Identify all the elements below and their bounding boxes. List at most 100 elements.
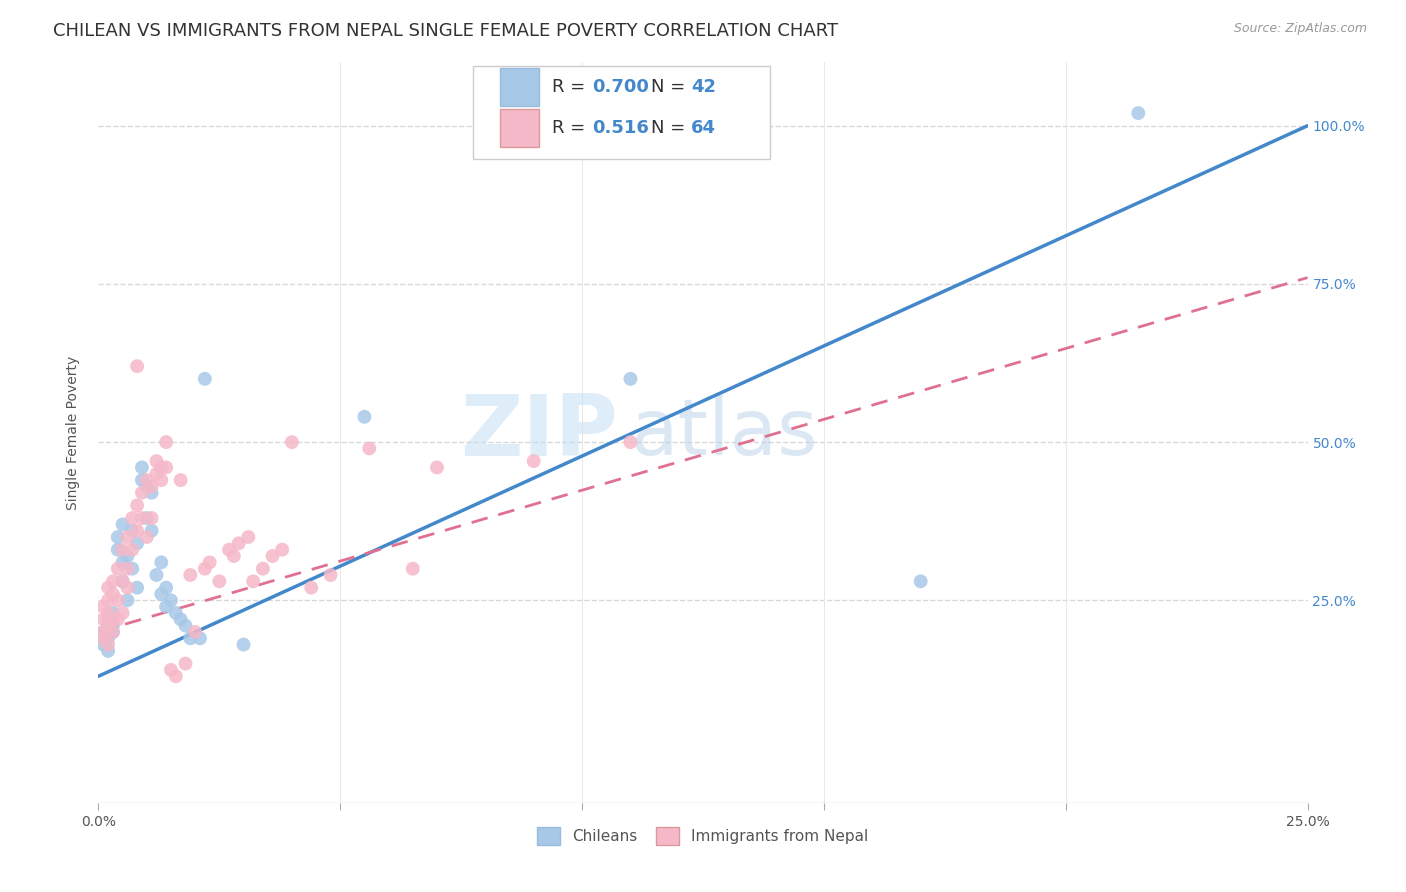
- Point: [111, 555, 134, 569]
- Point: [97, 632, 120, 646]
- Point: [150, 587, 173, 601]
- Point: [281, 435, 304, 450]
- Point: [107, 593, 129, 607]
- Point: [127, 581, 149, 595]
- Point: [141, 479, 163, 493]
- Point: [135, 511, 157, 525]
- Point: [107, 542, 129, 557]
- Point: [242, 574, 264, 589]
- Point: [184, 624, 207, 639]
- Text: 0.516: 0.516: [592, 119, 648, 137]
- Point: [145, 454, 167, 468]
- Point: [353, 409, 375, 424]
- Point: [426, 460, 449, 475]
- Point: [127, 524, 149, 538]
- Point: [101, 624, 124, 639]
- Point: [262, 549, 284, 563]
- Point: [107, 612, 129, 626]
- Text: 42: 42: [690, 78, 716, 96]
- Point: [117, 549, 139, 563]
- Point: [194, 562, 217, 576]
- Point: [169, 612, 191, 626]
- Point: [97, 618, 120, 632]
- Point: [150, 460, 173, 475]
- Point: [127, 359, 149, 374]
- Point: [141, 485, 163, 500]
- Point: [101, 587, 124, 601]
- Point: [131, 473, 153, 487]
- Point: [107, 562, 129, 576]
- Point: [91, 624, 114, 639]
- Text: R =: R =: [551, 119, 591, 137]
- Point: [188, 632, 211, 646]
- Point: [97, 606, 120, 620]
- Point: [402, 562, 425, 576]
- Point: [155, 581, 177, 595]
- Point: [117, 530, 139, 544]
- Point: [523, 454, 546, 468]
- Point: [174, 618, 197, 632]
- Point: [101, 612, 124, 626]
- Point: [238, 530, 260, 544]
- Point: [150, 555, 173, 569]
- Point: [91, 624, 114, 639]
- Point: [121, 562, 143, 576]
- Point: [111, 574, 134, 589]
- Text: R =: R =: [551, 78, 591, 96]
- Point: [107, 530, 129, 544]
- Point: [232, 638, 254, 652]
- Point: [141, 524, 163, 538]
- Text: Source: ZipAtlas.com: Source: ZipAtlas.com: [1233, 22, 1367, 36]
- Point: [97, 612, 120, 626]
- Point: [131, 460, 153, 475]
- Text: 64: 64: [690, 119, 716, 137]
- Point: [121, 511, 143, 525]
- Point: [127, 499, 149, 513]
- Point: [101, 606, 124, 620]
- Point: [111, 542, 134, 557]
- Point: [299, 581, 322, 595]
- Point: [179, 568, 201, 582]
- Point: [135, 479, 157, 493]
- Point: [131, 485, 153, 500]
- Point: [271, 542, 294, 557]
- Point: [910, 574, 932, 589]
- Point: [169, 473, 191, 487]
- FancyBboxPatch shape: [474, 66, 769, 159]
- Point: [121, 542, 143, 557]
- Point: [135, 530, 157, 544]
- Point: [359, 442, 381, 456]
- Point: [198, 555, 221, 569]
- Point: [111, 517, 134, 532]
- Point: [155, 435, 177, 450]
- Point: [97, 593, 120, 607]
- Point: [97, 581, 120, 595]
- Point: [111, 606, 134, 620]
- Text: ZIP: ZIP: [461, 391, 619, 475]
- Point: [619, 372, 641, 386]
- Text: CHILEAN VS IMMIGRANTS FROM NEPAL SINGLE FEMALE POVERTY CORRELATION CHART: CHILEAN VS IMMIGRANTS FROM NEPAL SINGLE …: [53, 22, 838, 40]
- Point: [155, 460, 177, 475]
- Y-axis label: Single Female Poverty: Single Female Poverty: [66, 356, 80, 509]
- Text: 0.700: 0.700: [592, 78, 648, 96]
- Point: [117, 562, 139, 576]
- Point: [1128, 106, 1150, 120]
- Point: [165, 606, 187, 620]
- Point: [165, 669, 187, 683]
- Point: [91, 599, 114, 614]
- Point: [111, 574, 134, 589]
- Text: N =: N =: [651, 78, 690, 96]
- Point: [218, 542, 240, 557]
- Point: [97, 638, 120, 652]
- Point: [160, 663, 183, 677]
- Point: [155, 599, 177, 614]
- FancyBboxPatch shape: [501, 109, 538, 147]
- Point: [97, 644, 120, 658]
- Point: [91, 632, 114, 646]
- Point: [117, 581, 139, 595]
- Point: [194, 372, 217, 386]
- Point: [117, 593, 139, 607]
- Point: [160, 593, 183, 607]
- Point: [141, 511, 163, 525]
- Point: [101, 618, 124, 632]
